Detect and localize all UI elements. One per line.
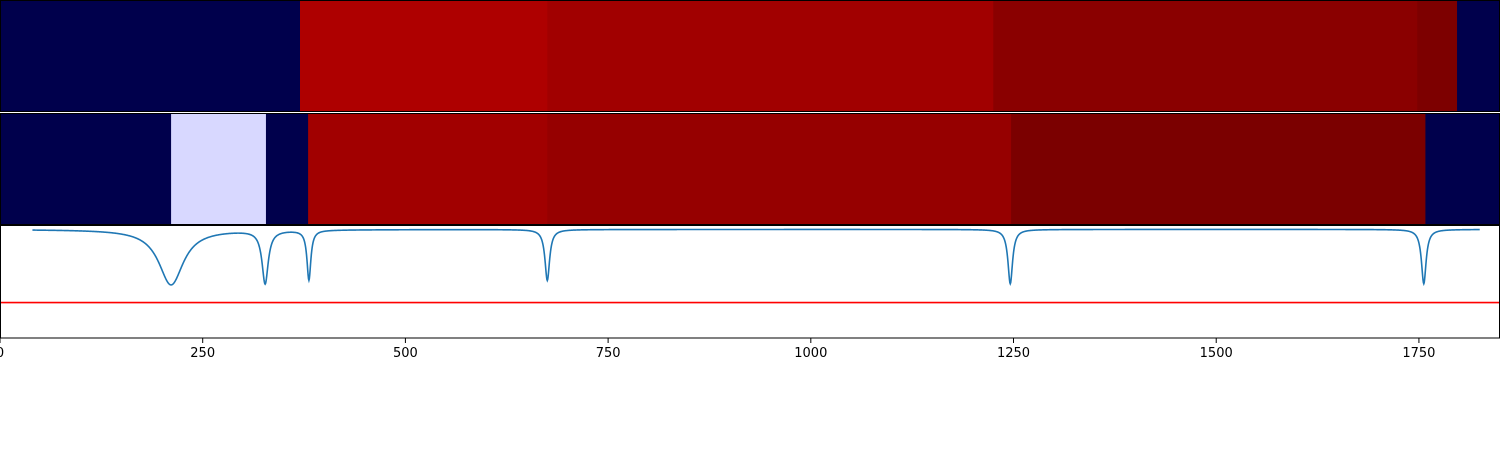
top-strip-segment: [547, 0, 993, 112]
x-tick-label: 1500: [1200, 346, 1233, 361]
x-tick-label: 250: [190, 346, 215, 361]
middle-heatmap-strip: [0, 113, 1500, 225]
top-strip-segment: [1417, 0, 1457, 112]
x-tick-label: 500: [393, 346, 418, 361]
middle-strip-segment: [1425, 113, 1500, 225]
middle-strip-segment: [171, 113, 266, 225]
top-strip-segment: [0, 0, 301, 112]
line-plot-area: [0, 225, 1500, 338]
x-tick-label: 1000: [794, 346, 827, 361]
top-heatmap-strip: [0, 0, 1500, 112]
x-tick-label: 1250: [997, 346, 1030, 361]
top-strip-segment: [1457, 0, 1500, 112]
middle-strip-segment: [547, 113, 1011, 225]
middle-strip-segment: [1011, 113, 1426, 225]
middle-strip-segment: [266, 113, 309, 225]
plot-background: [0, 225, 1500, 338]
middle-strip-segment: [308, 113, 548, 225]
top-strip-segment: [300, 0, 548, 112]
middle-strip-segment: [0, 113, 172, 225]
top-strip-segment: [993, 0, 1418, 112]
x-tick-label: 750: [596, 346, 621, 361]
x-tick-label: 0: [0, 346, 4, 361]
x-tick-label: 1750: [1402, 346, 1435, 361]
x-axis: 0 250 500 750 1000 1250 1500 1750: [0, 338, 1435, 361]
